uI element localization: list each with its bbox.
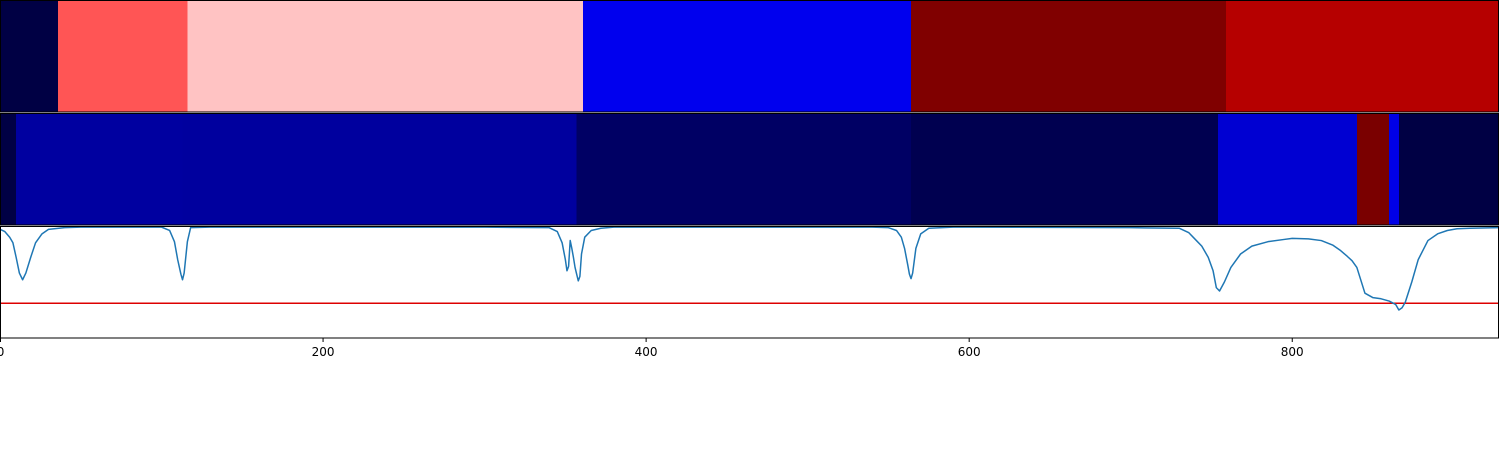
- middle-heatmap-segment: [0, 113, 17, 225]
- panel-frame: [0, 226, 1499, 339]
- top-heatmap-segment: [1226, 0, 1499, 112]
- top-heatmap-segment: [0, 0, 59, 112]
- top-heatmap-segment: [583, 0, 912, 112]
- top-heatmap-panel: [0, 0, 1499, 112]
- x-axis: 0 200 400 600 800: [0, 338, 1304, 359]
- middle-heatmap-segment: [1398, 113, 1499, 225]
- middle-heatmap-segment: [1389, 113, 1399, 225]
- middle-heatmap-segment: [576, 113, 912, 225]
- panel-frames: [0, 0, 1499, 339]
- line-plot-panel: [0, 226, 1500, 311]
- middle-heatmap-segment: [911, 113, 1218, 225]
- middle-heatmap-segment: [182, 113, 577, 225]
- x-tick-label: 400: [635, 345, 658, 359]
- x-tick-label: 800: [1281, 345, 1304, 359]
- middle-heatmap-segment: [1356, 113, 1390, 225]
- top-heatmap-segment: [911, 0, 1227, 112]
- middle-heatmap-segment: [1217, 113, 1357, 225]
- middle-heatmap-panel: [0, 113, 1499, 225]
- x-tick-label: 0: [0, 345, 4, 359]
- x-tick-label: 200: [312, 345, 335, 359]
- panel-frame: [0, 113, 1499, 226]
- x-tick-label: 600: [958, 345, 981, 359]
- panel-frame: [0, 0, 1499, 113]
- series-line: [0, 226, 1500, 311]
- top-heatmap-segment: [58, 0, 188, 112]
- middle-heatmap-segment: [16, 113, 183, 225]
- top-heatmap-segment: [187, 0, 584, 112]
